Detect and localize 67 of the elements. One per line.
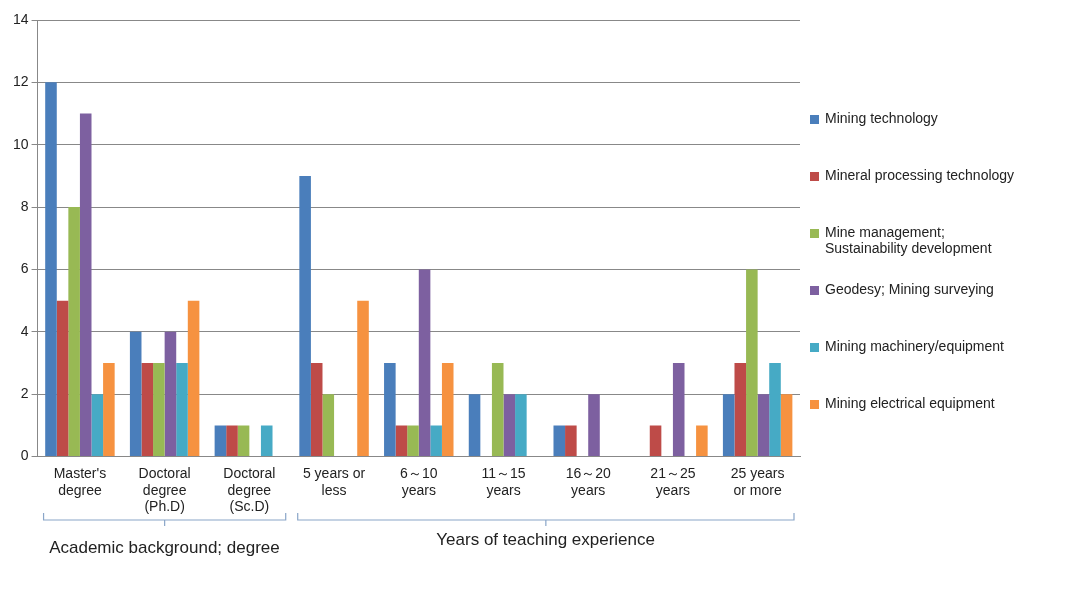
bar [734,363,747,457]
x-tick-label: 11～15 years [481,464,526,498]
bar [187,300,200,457]
bar [45,82,57,457]
bar [418,269,431,457]
x-tick-label: 6～10 years [400,464,438,498]
bar [503,394,516,457]
y-tick-label: 6 [20,260,29,277]
bar [68,207,80,457]
bar [769,363,781,457]
legend-label: Mining electrical equipment [825,395,995,411]
bar [515,394,527,457]
y-tick-label: 12 [12,73,29,90]
y-tick-label: 0 [20,447,29,464]
bar [746,269,758,457]
x-tick-label: Doctoral degree (Ph.D) [138,464,191,515]
y-tick-label: 4 [20,322,29,339]
bar [310,363,323,457]
bar [696,425,708,457]
bar [468,394,481,457]
bar [565,425,577,457]
text: Years of teaching experience [436,530,655,550]
legend-label: Mining technology [825,110,938,126]
bar [164,331,177,457]
y-tick-label: 10 [12,135,29,152]
bar [357,300,369,457]
x-tick-label: Master's degree [53,464,107,498]
y-tick-label: 2 [20,385,29,402]
bar [407,425,419,457]
bar [56,300,69,457]
bar [441,363,454,457]
bar [214,425,227,457]
bar [226,425,238,457]
bar [299,175,311,457]
bar [672,363,685,457]
bar [780,394,793,457]
bar [757,394,770,457]
bar [491,363,504,457]
text: Academic background; degree [49,538,280,558]
legend-label: Mineral processing technology [825,167,1015,183]
legend-label: Geodesy; Mining surveying [825,281,994,297]
x-tick-label: 5 years or less [302,464,366,498]
bar [153,363,165,457]
bar [237,425,250,457]
bar [430,425,442,457]
bar [79,113,92,457]
bar [722,394,735,457]
x-tick-label: 16～20 years [565,464,611,498]
y-tick-label: 8 [20,197,29,214]
bar [260,425,273,457]
bar [91,394,104,457]
x-tick-label: 25 years or more [730,464,785,498]
bar [322,394,335,457]
bar [103,363,115,457]
x-tick-label: 21～25 years [650,464,696,498]
bar [553,425,566,457]
bar [395,425,408,457]
bar [384,363,396,457]
bar [649,425,662,457]
legend-label: Mine management; Sustainability development [825,224,992,256]
legend-label: Mining machinery/equipment [825,338,1004,354]
bar [141,363,154,457]
bar [129,331,142,457]
x-tick-label: Doctoral degree (Sc.D) [223,464,276,515]
y-tick-label: 14 [12,10,29,27]
bar [588,394,600,457]
bar [176,363,188,457]
